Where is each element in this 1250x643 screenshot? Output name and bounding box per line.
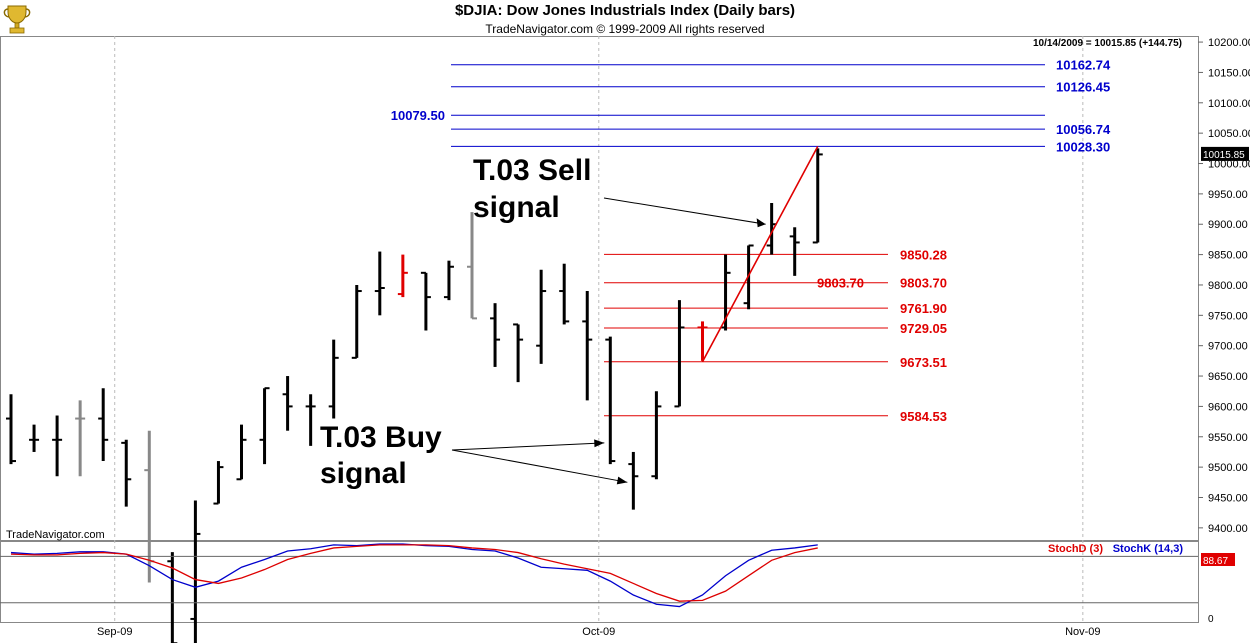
target-label: 10079.50: [391, 108, 445, 123]
ohlc-bar: [766, 202, 777, 255]
stoch-legend-d: StochD (3): [1048, 543, 1103, 555]
quote-readout: 10/14/2009 = 10015.85 (+144.75): [1033, 38, 1182, 49]
ohlc-bar: [213, 461, 224, 505]
y-tick-label: 9800.00: [1208, 280, 1248, 292]
ohlc-bar: [812, 148, 823, 244]
support-label: 9803.70: [900, 276, 947, 291]
sell-signal-label-line2: signal: [473, 191, 560, 224]
buy-arrowhead: [594, 439, 605, 448]
ohlc-bar: [789, 227, 800, 276]
ohlc-bar: [121, 439, 132, 507]
chart-title: $DJIA: Dow Jones Industrials Index (Dail…: [454, 2, 796, 19]
ohlc-bar: [420, 271, 431, 331]
sell-signal-label-line1: T.03 Sell: [473, 154, 591, 187]
ohlc-bar: [674, 300, 685, 408]
ohlc-bar: [397, 254, 408, 298]
stoch-panel-frame: [0, 541, 1199, 623]
ohlc-bar: [374, 251, 385, 316]
y-tick-label: 10000.00: [1208, 159, 1250, 171]
y-tick-label: 9500.00: [1208, 462, 1248, 474]
y-tick-label: 10150.00: [1208, 67, 1250, 79]
ohlc-bar: [29, 424, 40, 452]
ohlc-bar: [467, 212, 477, 320]
sell-arrowhead: [756, 218, 766, 228]
ohlc-bar: [98, 388, 109, 462]
target-label: 10126.45: [1056, 80, 1110, 95]
watermark-text: TradeNavigator.com: [6, 529, 105, 541]
ohlc-bar: [259, 387, 270, 465]
ohlc-bar: [651, 391, 662, 480]
buy-signal-label-line2: signal: [320, 457, 407, 490]
ohlc-bar: [490, 303, 501, 367]
target-label: 10028.30: [1056, 139, 1110, 154]
ohlc-bar: [628, 451, 639, 510]
ohlc-bar: [582, 291, 593, 401]
y-tick-label: 9750.00: [1208, 310, 1248, 322]
ohlc-bar: [236, 424, 247, 481]
stoch-series-k: [10, 543, 818, 608]
ohlc-bar: [75, 400, 86, 477]
trophy-logo-icon: [3, 5, 31, 34]
ohlc-bar: [167, 552, 178, 643]
ohlc-bar: [443, 260, 454, 301]
chart-subtitle: TradeNavigator.com © 1999-2009 All right…: [485, 22, 765, 36]
target-label: 10162.74: [1056, 58, 1111, 73]
y-tick-label: 10200.00: [1208, 37, 1250, 49]
stoch-y-tick-label: 0: [1208, 614, 1214, 625]
y-tick-label: 9700.00: [1208, 341, 1248, 353]
target-label: 10056.74: [1056, 122, 1111, 137]
ohlc-bar: [52, 415, 63, 477]
y-tick-label: 9900.00: [1208, 219, 1248, 231]
support-label: 9673.51: [900, 355, 947, 370]
x-tick-label-nov-09: Nov-09: [1065, 626, 1100, 638]
x-tick-label-sep-09: Sep-09: [97, 626, 132, 638]
y-tick-label: 9600.00: [1208, 401, 1248, 413]
ohlc-bar: [743, 244, 754, 310]
y-tick-label: 9450.00: [1208, 492, 1248, 504]
buy-arrowhead: [616, 476, 628, 485]
y-tick-label: 9400.00: [1208, 523, 1248, 535]
stoch-series-d: [10, 544, 818, 602]
y-tick-label: 9550.00: [1208, 432, 1248, 444]
ohlc-bar: [513, 323, 524, 383]
buy-signal-label-line1: T.03 Buy: [320, 421, 442, 454]
stoch-legend-k: StochK (14,3): [1113, 543, 1184, 555]
y-tick-label: 9650.00: [1208, 371, 1248, 383]
ohlc-bar: [697, 321, 708, 361]
buy-arrow-line: [451, 449, 628, 483]
support-label: 9584.53: [900, 409, 947, 424]
last-price-tag: [1201, 146, 1249, 161]
ohlc-bar: [536, 269, 547, 364]
y-tick-label: 9950.00: [1208, 189, 1248, 201]
support-label: 9729.05: [900, 321, 947, 336]
support-label: 9761.90: [900, 301, 947, 316]
ohlc-bar: [282, 376, 293, 431]
ohlc-bar: [190, 500, 201, 643]
y-tick-label: 10100.00: [1208, 98, 1250, 110]
price-panel-frame: [0, 36, 1199, 541]
support-label: 9850.28: [900, 247, 947, 262]
y-tick-label: 10050.00: [1208, 128, 1250, 140]
ohlc-bar: [351, 284, 362, 359]
y-tick-label: 9850.00: [1208, 250, 1248, 262]
ohlc-bar: [328, 339, 339, 419]
x-tick-label-oct-09: Oct-09: [582, 626, 615, 638]
stoch-last-value-tag: [1201, 553, 1235, 566]
ohlc-bar: [605, 336, 616, 465]
ohlc-bar: [559, 263, 570, 325]
sell-arrow-line: [603, 197, 766, 225]
ohlc-bar: [6, 394, 16, 465]
projection-line: [701, 145, 819, 363]
buy-arrow-line: [451, 442, 605, 451]
last-price-label: 10015.85: [1203, 150, 1245, 161]
ohlc-bar: [305, 394, 316, 446]
stoch-last-value-label: 88.67: [1203, 556, 1228, 567]
